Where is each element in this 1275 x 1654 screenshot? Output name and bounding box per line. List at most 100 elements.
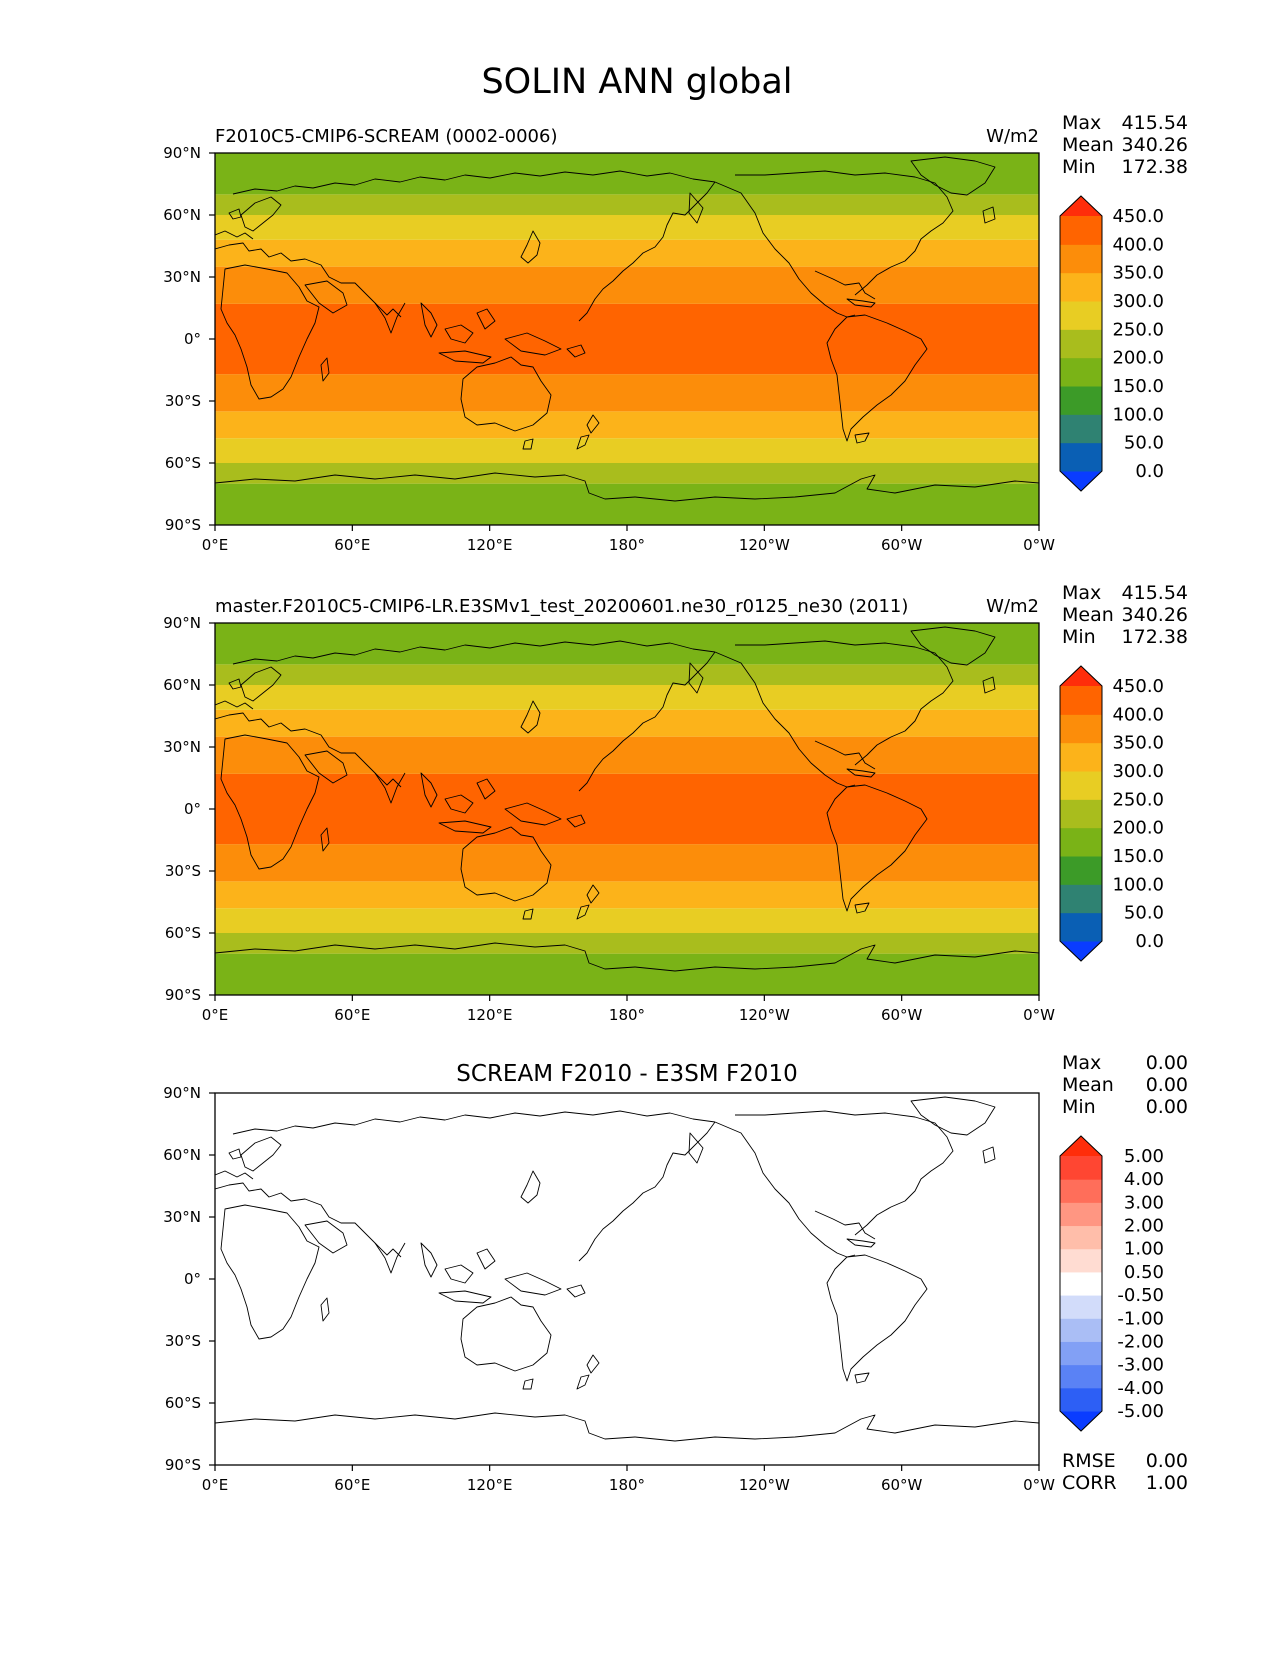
lat-tick-label: 90°S	[165, 986, 201, 1004]
lat-tick-label: 30°S	[165, 862, 201, 880]
panel-title: F2010C5-CMIP6-SCREAM (0002-0006)	[215, 126, 557, 147]
colorbar-tick-label: 5.00	[1124, 1146, 1164, 1167]
colorbar-tick-label: 200.0	[1112, 348, 1164, 369]
colorbar-tick-label: 0.0	[1135, 461, 1164, 482]
lon-tick-label: 60°E	[334, 1006, 370, 1024]
lon-tick-label: 120°E	[467, 1006, 513, 1024]
colorbar-tick-label: 4.00	[1124, 1169, 1164, 1190]
colorbar-segment	[1060, 714, 1102, 744]
panel-units: W/m2	[986, 126, 1039, 147]
colorbar-segment	[1060, 1225, 1102, 1250]
lat-tick-label: 30°N	[163, 738, 201, 756]
colorbar-tick-label: 250.0	[1112, 789, 1164, 810]
field-band	[215, 411, 1039, 439]
colorbar-extend-max	[1060, 666, 1102, 686]
lon-tick-label: 180°	[609, 1006, 645, 1024]
colorbar-tick-label: 2.00	[1124, 1216, 1164, 1237]
colorbar-tick-label: 400.0	[1112, 704, 1164, 725]
colorbar-extend-min	[1060, 941, 1102, 961]
stat-label-min: Min	[1062, 1096, 1096, 1118]
colorbar-segment	[1060, 856, 1102, 885]
lat-tick-label: 60°N	[163, 206, 201, 224]
field-band	[215, 463, 1039, 484]
lon-tick-label: 120°W	[739, 1476, 790, 1494]
lat-tick-label: 30°N	[163, 268, 201, 286]
colorbar-segment	[1060, 827, 1102, 857]
colorbar-segment	[1060, 301, 1102, 330]
colorbar-segment	[1060, 771, 1102, 800]
field-band	[215, 953, 1039, 995]
panel-title: master.F2010C5-CMIP6-LR.E3SMv1_test_2020…	[215, 596, 908, 617]
stat-value-mean: 340.26	[1122, 134, 1188, 156]
lat-tick-label: 60°S	[165, 1394, 201, 1412]
field-band	[215, 239, 1039, 267]
colorbar-tick-label: 0.50	[1124, 1262, 1164, 1283]
colorbar-tick-label: -5.00	[1117, 1401, 1164, 1422]
lon-tick-label: 0°W	[1023, 536, 1055, 554]
colorbar-tick-label: 3.00	[1124, 1192, 1164, 1213]
lon-tick-label: 180°	[609, 536, 645, 554]
lat-tick-label: 0°	[184, 330, 201, 348]
colorbar-segment	[1060, 1341, 1102, 1366]
colorbar: 450.0 400.0 350.0 300.0 250.0 200.0 150.0 100.0…	[1059, 665, 1164, 962]
lon-tick-label: 60°W	[881, 1476, 923, 1494]
lat-tick-label: 60°S	[165, 454, 201, 472]
colorbar-outline	[1059, 195, 1103, 492]
colorbar-segment	[1060, 1295, 1102, 1319]
stat-value-max: 0.00	[1146, 1052, 1188, 1074]
colorbar-segment	[1060, 799, 1102, 829]
field-band	[215, 844, 1039, 882]
map-field	[215, 153, 1039, 525]
field-background	[215, 1093, 1039, 1465]
colorbar-tick-label: 450.0	[1112, 206, 1164, 227]
lon-tick-label: 120°E	[467, 1476, 513, 1494]
colorbar-tick-label: 300.0	[1112, 761, 1164, 782]
colorbar: 450.0 400.0 350.0 300.0 250.0 200.0 150.0 100.0…	[1059, 195, 1164, 492]
colorbar-segment	[1060, 742, 1102, 772]
lon-tick-label: 120°W	[739, 1006, 790, 1024]
map-field	[215, 1093, 1039, 1465]
stat-value-max: 415.54	[1122, 582, 1188, 604]
lat-tick-label: 90°S	[165, 1456, 201, 1474]
figure-title: SOLIN ANN global	[481, 62, 792, 102]
stat-value-min: 172.38	[1122, 156, 1188, 178]
field-band	[215, 933, 1039, 954]
map-panel-2: 90°N 60°N 30°N 0° 30°S 60°S 90°S0°E 60°E 120°E 18…	[163, 596, 1055, 1024]
field-band	[215, 908, 1039, 933]
stat-label-mean: Mean	[1062, 134, 1114, 156]
colorbar-segment	[1060, 912, 1102, 942]
lat-tick-label: 90°S	[165, 516, 201, 534]
colorbar-segment	[1060, 1179, 1102, 1203]
lat-tick-label: 0°	[184, 800, 201, 818]
map-field	[215, 623, 1039, 995]
colorbar-segment	[1060, 244, 1102, 274]
field-band	[215, 685, 1039, 710]
colorbar-tick-label: 200.0	[1112, 818, 1164, 839]
stat-label-corr: CORR	[1062, 1472, 1117, 1494]
colorbar-tick-label: 100.0	[1112, 874, 1164, 895]
stat-value-min: 172.38	[1122, 626, 1188, 648]
colorbar-segment	[1060, 686, 1102, 715]
colorbar-segment	[1060, 414, 1102, 444]
colorbar-tick-label: -2.00	[1117, 1331, 1164, 1352]
lon-tick-label: 180°	[609, 1476, 645, 1494]
colorbar-segment	[1060, 329, 1102, 359]
lat-tick-label: 90°N	[163, 1084, 201, 1102]
stat-label-max: Max	[1062, 1052, 1101, 1074]
colorbar-tick-label: 350.0	[1112, 263, 1164, 284]
colorbar-tick-label: 150.0	[1112, 846, 1164, 867]
field-band	[215, 215, 1039, 240]
field-band	[215, 709, 1039, 737]
colorbar-tick-label: 1.00	[1124, 1239, 1164, 1260]
lon-tick-label: 0°E	[202, 1476, 229, 1494]
field-band	[215, 881, 1039, 909]
stat-value-mean: 0.00	[1146, 1074, 1188, 1096]
colorbar-segment	[1060, 1156, 1102, 1180]
colorbar-tick-label: 50.0	[1124, 433, 1164, 454]
colorbar-segment	[1060, 1271, 1102, 1296]
colorbar-segment	[1060, 884, 1102, 914]
map-panel-1: 90°N 60°N 30°N 0° 30°S 60°S 90°S0°E 60°E 120°E 18…	[163, 126, 1055, 554]
field-band	[215, 736, 1039, 774]
colorbar-tick-label: 100.0	[1112, 404, 1164, 425]
stat-label-rmse: RMSE	[1062, 1450, 1116, 1472]
